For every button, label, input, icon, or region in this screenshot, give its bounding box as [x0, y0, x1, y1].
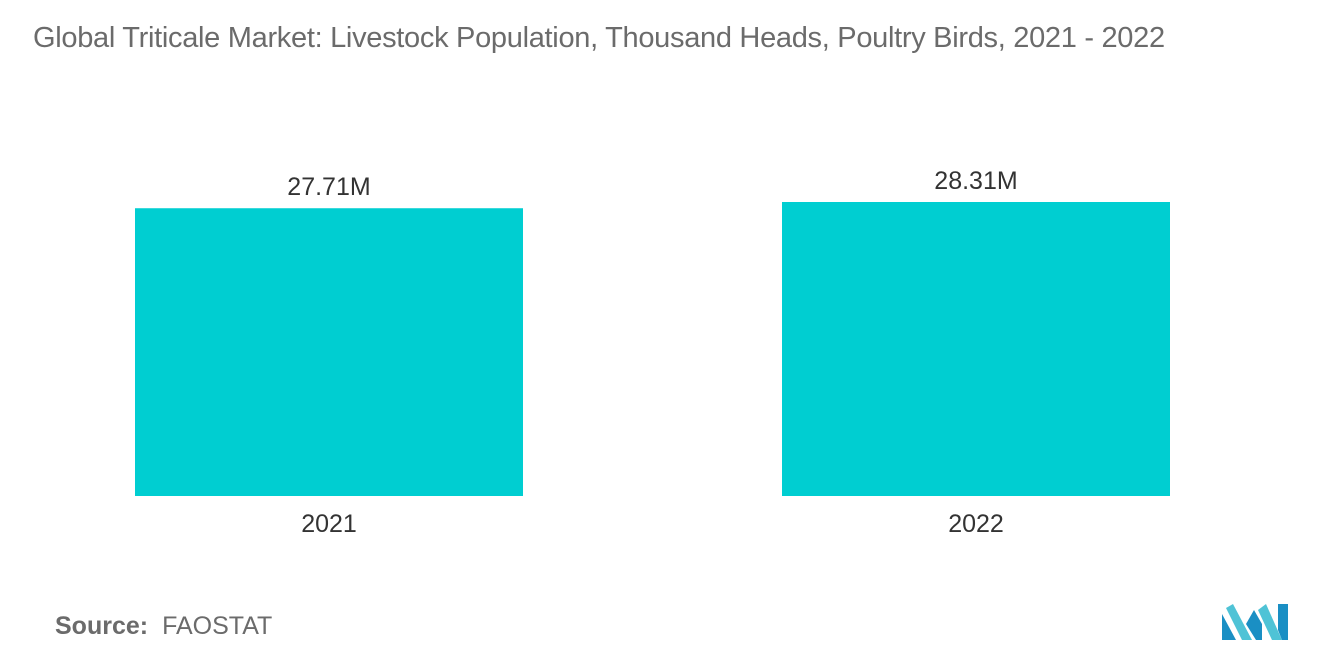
chart-title: Global Triticale Market: Livestock Popul… — [33, 22, 1165, 54]
value-label-2022: 28.31M — [934, 167, 1017, 195]
value-label-2021: 27.71M — [287, 173, 370, 201]
category-label-2021: 2021 — [301, 510, 357, 538]
mordor-intelligence-logo-icon — [1222, 604, 1288, 640]
bar-2022 — [782, 202, 1170, 496]
source-note: Source: FAOSTAT — [55, 612, 272, 641]
source-label: Source: — [55, 612, 149, 640]
category-label-2022: 2022 — [948, 510, 1004, 538]
bar-2021 — [135, 208, 523, 496]
source-value: FAOSTAT — [162, 612, 273, 640]
